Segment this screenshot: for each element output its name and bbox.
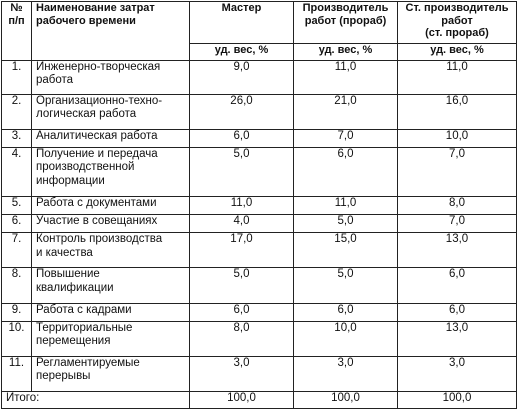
table-row: 11. Регламентируемые перерывы 3,0 3,0 3,0 xyxy=(1,355,517,392)
table-row: 3. Аналитическая работа 6,0 7,0 10,0 xyxy=(1,129,517,149)
row-cost-name: Работа с кадрами xyxy=(31,302,190,322)
row-foreman-value: 10,0 xyxy=(293,320,398,357)
row-foreman-value: 15,0 xyxy=(293,232,398,269)
total-row: Итого: 100,0 100,0 100,0 xyxy=(1,390,517,410)
row-number: 1. xyxy=(1,59,32,96)
row-number: 11. xyxy=(1,355,32,392)
row-master-value: 8,0 xyxy=(189,320,294,357)
row-number: 9. xyxy=(1,302,32,322)
row-cost-name: Инженерно-творческая работа xyxy=(31,59,190,96)
unit-senior-foreman: уд. вес, % xyxy=(397,43,517,61)
row-number: 5. xyxy=(1,196,32,216)
unit-foreman: уд. вес, % xyxy=(293,43,398,61)
table-row: 2. Организационно-техно- логическая работ… xyxy=(1,94,517,131)
table-row: 1. Инженерно-творческая работа 9,0 11,0 11,0 xyxy=(1,59,517,96)
row-cost-name: Организационно-техно- логическая работа xyxy=(31,94,190,131)
row-master-value: 17,0 xyxy=(189,232,294,269)
row-foreman-value: 11,0 xyxy=(293,196,398,216)
row-cost-name: Повышение квалификации xyxy=(31,267,190,304)
row-senior-foreman-value: 10,0 xyxy=(397,129,517,149)
header-master: Мастер xyxy=(189,1,294,44)
table-row: 10. Территориальные перемещения 8,0 10,0 13,… xyxy=(1,320,517,357)
row-master-value: 4,0 xyxy=(189,214,294,234)
header-number: № п/п xyxy=(1,1,32,61)
table-row: 8. Повышение квалификации 5,0 5,0 6,0 xyxy=(1,267,517,304)
row-senior-foreman-value: 8,0 xyxy=(397,196,517,216)
row-master-value: 3,0 xyxy=(189,355,294,392)
row-foreman-value: 6,0 xyxy=(293,302,398,322)
row-senior-foreman-value: 16,0 xyxy=(397,94,517,131)
row-master-value: 26,0 xyxy=(189,94,294,131)
table-row: 9. Работа с кадрами 6,0 6,0 6,0 xyxy=(1,302,517,322)
total-label: Итого: xyxy=(1,390,190,410)
table-row: 7. Контроль производства и качества 17,0 15… xyxy=(1,232,517,269)
row-number: 7. xyxy=(1,232,32,269)
row-cost-name: Получение и передача производственной ин… xyxy=(31,147,190,198)
row-foreman-value: 21,0 xyxy=(293,94,398,131)
row-senior-foreman-value: 3,0 xyxy=(397,355,517,392)
row-cost-name: Территориальные перемещения xyxy=(31,320,190,357)
row-master-value: 5,0 xyxy=(189,267,294,304)
row-master-value: 9,0 xyxy=(189,59,294,96)
row-foreman-value: 7,0 xyxy=(293,129,398,149)
table-body: 1. Инженерно-творческая работа 9,0 11,0 11,0… xyxy=(1,59,517,410)
row-foreman-value: 5,0 xyxy=(293,267,398,304)
row-cost-name: Работа с документами xyxy=(31,196,190,216)
row-senior-foreman-value: 13,0 xyxy=(397,320,517,357)
total-senior-foreman-value: 100,0 xyxy=(397,390,517,410)
row-number: 10. xyxy=(1,320,32,357)
row-foreman-value: 6,0 xyxy=(293,147,398,198)
row-senior-foreman-value: 11,0 xyxy=(397,59,517,96)
row-master-value: 6,0 xyxy=(189,302,294,322)
row-senior-foreman-value: 6,0 xyxy=(397,267,517,304)
row-cost-name: Контроль производства и качества xyxy=(31,232,190,269)
header-foreman: Производитель работ (прораб) xyxy=(293,1,398,44)
row-cost-name: Аналитическая работа xyxy=(31,129,190,149)
row-number: 4. xyxy=(1,147,32,198)
total-master-value: 100,0 xyxy=(189,390,294,410)
table-row: 4. Получение и передача производственной … xyxy=(1,147,517,198)
row-foreman-value: 3,0 xyxy=(293,355,398,392)
row-cost-name: Участие в совещаниях xyxy=(31,214,190,234)
table-row: 6. Участие в совещаниях 4,0 5,0 7,0 xyxy=(1,214,517,234)
row-number: 3. xyxy=(1,129,32,149)
total-foreman-value: 100,0 xyxy=(293,390,398,410)
table-row: 5. Работа с документами 11,0 11,0 8,0 xyxy=(1,196,517,216)
row-senior-foreman-value: 6,0 xyxy=(397,302,517,322)
header-senior-foreman: Ст. производитель работ (ст. прораб) xyxy=(397,1,517,44)
unit-master: уд. вес, % xyxy=(189,43,294,61)
row-number: 8. xyxy=(1,267,32,304)
row-cost-name: Регламентируемые перерывы xyxy=(31,355,190,392)
header-cost-name: Наименование затрат рабочего времени xyxy=(31,1,190,61)
row-master-value: 5,0 xyxy=(189,147,294,198)
row-master-value: 6,0 xyxy=(189,129,294,149)
row-number: 2. xyxy=(1,94,32,131)
row-senior-foreman-value: 7,0 xyxy=(397,147,517,198)
row-foreman-value: 11,0 xyxy=(293,59,398,96)
row-foreman-value: 5,0 xyxy=(293,214,398,234)
row-senior-foreman-value: 13,0 xyxy=(397,232,517,269)
row-number: 6. xyxy=(1,214,32,234)
row-senior-foreman-value: 7,0 xyxy=(397,214,517,234)
row-master-value: 11,0 xyxy=(189,196,294,216)
